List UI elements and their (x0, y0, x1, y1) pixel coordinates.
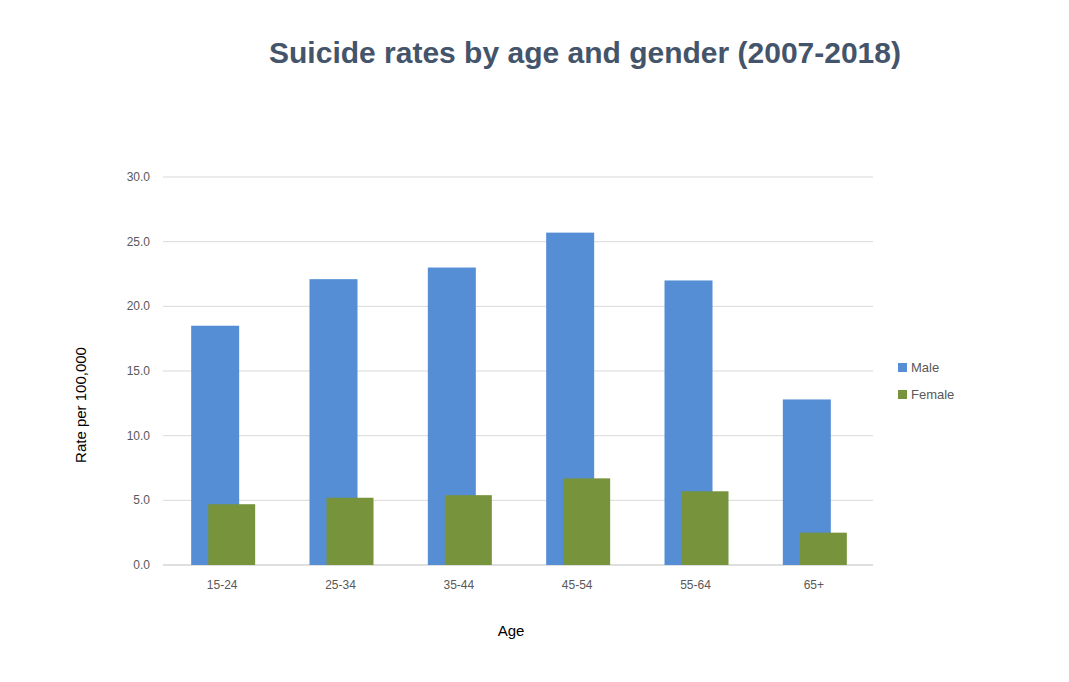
bar (445, 495, 492, 565)
legend-swatch (898, 390, 907, 399)
grid-line (163, 241, 873, 242)
y-tick-label: 5.0 (133, 493, 150, 507)
background (0, 0, 1069, 682)
title: Suicide rates by age and gender (2007-20… (269, 36, 901, 69)
legend-label: Female (911, 387, 954, 402)
y-tick-label: 15.0 (127, 364, 151, 378)
bars (191, 233, 847, 565)
x-axis-label: Age (498, 622, 525, 639)
bar (208, 504, 255, 565)
x-tick-label: 65+ (804, 578, 824, 592)
grid-line (163, 306, 873, 307)
grid-line (163, 177, 873, 178)
grid-line (163, 435, 873, 436)
y-tick-label: 25.0 (127, 235, 151, 249)
x-tick-label: 45-54 (562, 578, 593, 592)
bar (327, 498, 374, 565)
y-tick-label: 30.0 (127, 170, 151, 184)
y-tick-label: 10.0 (127, 429, 151, 443)
x-tick-label: 25-34 (325, 578, 356, 592)
grid-line (163, 500, 873, 501)
legend-label: Male (911, 360, 939, 375)
y-axis-label: Rate per 100,000 (72, 347, 89, 463)
grid-line (163, 371, 873, 372)
bar (563, 478, 610, 565)
x-tick-label: 55-64 (680, 578, 711, 592)
x-tick-label: 15-24 (207, 578, 238, 592)
y-tick-label: 0.0 (133, 558, 150, 572)
legend-swatch (898, 363, 907, 372)
y-tick-label: 20.0 (127, 299, 151, 313)
grid-line (163, 565, 873, 566)
x-tick-label: 35-44 (443, 578, 474, 592)
bar (682, 491, 729, 565)
bar (800, 533, 847, 565)
